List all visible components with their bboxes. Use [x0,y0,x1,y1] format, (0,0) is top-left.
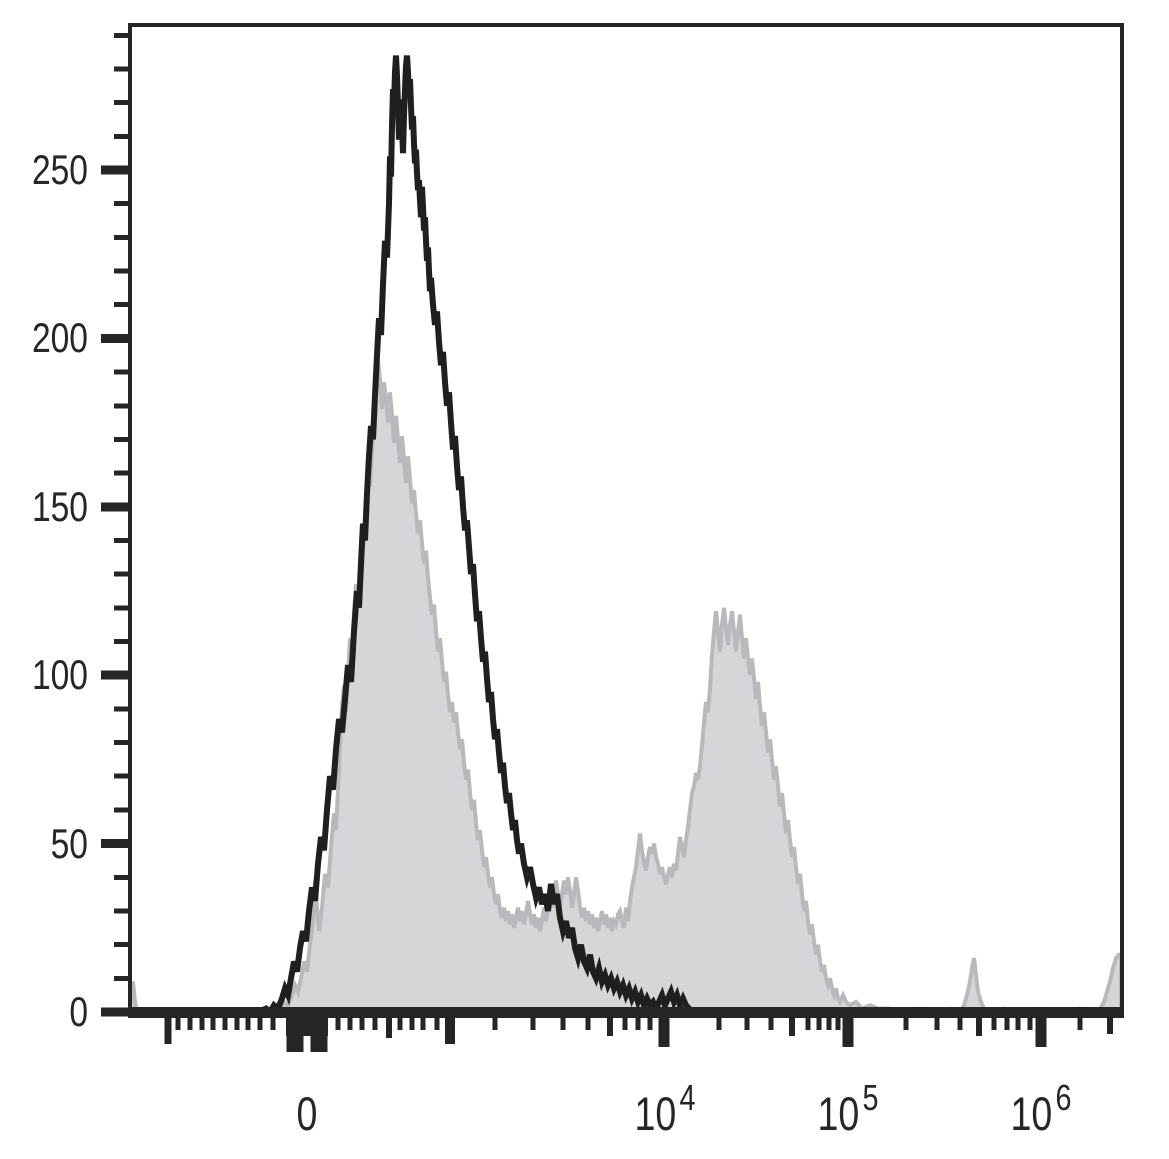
y-axis-ticks [101,32,128,1017]
x-tick-label-0-base: 0 [296,1087,318,1140]
x-tick-label-1e6-base: 10 [1010,1087,1053,1140]
x-tick-label-0: 0 [243,1088,371,1159]
x-tick-label-1e6: 106 [977,1077,1105,1159]
x-tick-label-1e4-base: 10 [634,1087,677,1140]
x-tick-label-1e6-exponent: 6 [1055,1077,1072,1118]
y-tick-label-200: 200 [31,314,88,361]
y-tick-label-150: 150 [31,483,88,530]
x-axis-line [128,1007,1124,1016]
x-tick-label-1e4: 104 [601,1077,729,1159]
x-axis-ticks [164,1016,1113,1052]
x-tick-label-1e5: 105 [784,1077,912,1159]
y-tick-label-50: 50 [50,820,88,867]
x-tick-label-1e5-base: 10 [817,1087,860,1140]
y-tick-label-250: 250 [31,146,88,193]
x-tick-label-1e5-exponent: 5 [862,1077,879,1118]
gray-filled-histogram [130,361,1122,1015]
y-tick-label-0: 0 [69,988,88,1035]
y-tick-label-100: 100 [31,651,88,698]
black-outline-histogram [130,55,694,1016]
histogram-series [130,55,1122,1016]
x-tick-label-1e4-exponent: 4 [679,1077,696,1118]
